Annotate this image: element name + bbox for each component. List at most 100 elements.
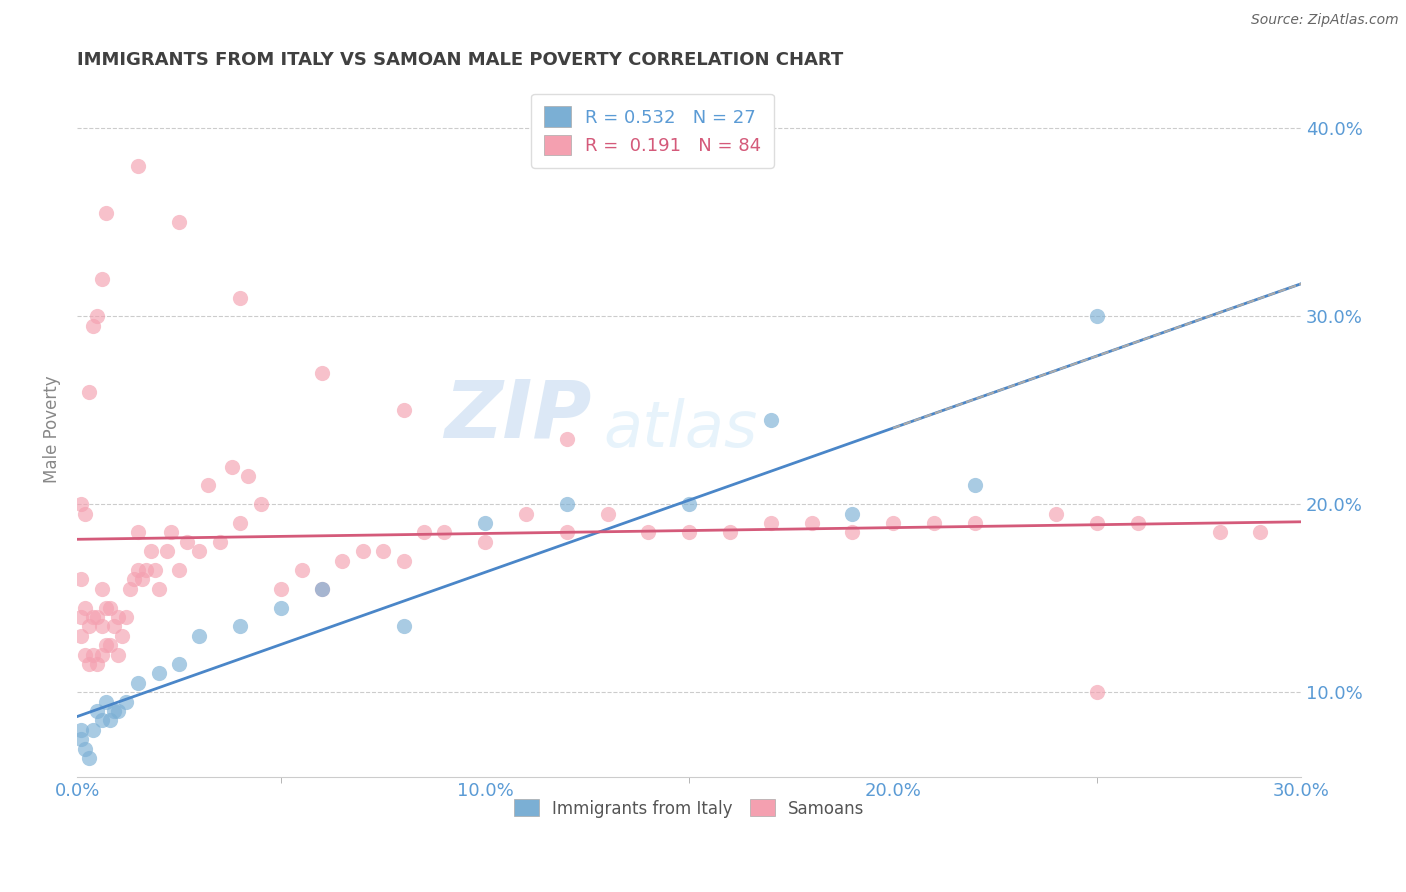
Point: [107, 704, 129, 718]
Point: [86, 310, 108, 324]
Point: [90, 271, 112, 285]
Point: [115, 695, 138, 709]
Point: [79, 384, 101, 399]
Point: [392, 554, 415, 568]
Point: [188, 629, 211, 643]
Point: [115, 610, 138, 624]
Point: [148, 666, 170, 681]
Text: IMMIGRANTS FROM ITALY VS SAMOAN MALE POVERTY CORRELATION CHART: IMMIGRANTS FROM ITALY VS SAMOAN MALE POV…: [77, 51, 844, 69]
Point: [1249, 525, 1271, 540]
Point: [555, 525, 578, 540]
Point: [79, 619, 101, 633]
Point: [103, 619, 125, 633]
Point: [90, 648, 112, 662]
Point: [1085, 310, 1108, 324]
Point: [107, 610, 129, 624]
Point: [122, 573, 145, 587]
Point: [759, 516, 782, 530]
Point: [127, 525, 149, 540]
Point: [70, 723, 93, 737]
Point: [1208, 525, 1230, 540]
Point: [176, 535, 198, 549]
Y-axis label: Male Poverty: Male Poverty: [44, 376, 60, 483]
Point: [882, 516, 904, 530]
Point: [98, 714, 121, 728]
Point: [70, 629, 93, 643]
Point: [75, 741, 97, 756]
Point: [841, 507, 863, 521]
Point: [718, 525, 741, 540]
Point: [1085, 516, 1108, 530]
Point: [555, 497, 578, 511]
Point: [135, 563, 157, 577]
Point: [139, 544, 162, 558]
Point: [311, 366, 333, 380]
Point: [678, 525, 700, 540]
Point: [167, 563, 190, 577]
Text: ZIP: ZIP: [444, 376, 591, 454]
Point: [188, 544, 211, 558]
Point: [98, 600, 121, 615]
Point: [75, 600, 97, 615]
Point: [75, 648, 97, 662]
Point: [167, 215, 190, 229]
Point: [94, 206, 117, 220]
Point: [94, 695, 117, 709]
Point: [120, 582, 142, 596]
Point: [412, 525, 434, 540]
Point: [86, 704, 108, 718]
Point: [148, 582, 170, 596]
Point: [637, 525, 659, 540]
Point: [229, 619, 252, 633]
Point: [143, 563, 166, 577]
Point: [392, 403, 415, 417]
Point: [1085, 685, 1108, 699]
Point: [270, 600, 292, 615]
Point: [82, 610, 104, 624]
Point: [371, 544, 394, 558]
Point: [127, 159, 149, 173]
Point: [75, 507, 97, 521]
Point: [208, 535, 231, 549]
Point: [127, 676, 149, 690]
Point: [800, 516, 823, 530]
Point: [678, 497, 700, 511]
Point: [249, 497, 271, 511]
Point: [70, 497, 93, 511]
Point: [90, 582, 112, 596]
Point: [352, 544, 374, 558]
Legend: Immigrants from Italy, Samoans: Immigrants from Italy, Samoans: [508, 793, 870, 824]
Point: [90, 619, 112, 633]
Point: [127, 563, 149, 577]
Point: [94, 638, 117, 652]
Point: [167, 657, 190, 671]
Point: [86, 610, 108, 624]
Point: [86, 657, 108, 671]
Point: [474, 535, 496, 549]
Point: [82, 648, 104, 662]
Point: [433, 525, 456, 540]
Point: [555, 432, 578, 446]
Point: [270, 582, 292, 596]
Point: [311, 582, 333, 596]
Point: [107, 648, 129, 662]
Point: [229, 516, 252, 530]
Point: [156, 544, 179, 558]
Point: [290, 563, 312, 577]
Point: [221, 459, 243, 474]
Point: [79, 751, 101, 765]
Point: [79, 657, 101, 671]
Point: [131, 573, 153, 587]
Text: Source: ZipAtlas.com: Source: ZipAtlas.com: [1251, 13, 1399, 28]
Point: [963, 516, 986, 530]
Point: [311, 582, 333, 596]
Point: [474, 516, 496, 530]
Point: [963, 478, 986, 492]
Point: [330, 554, 353, 568]
Text: atlas: atlas: [603, 398, 758, 460]
Point: [90, 714, 112, 728]
Point: [759, 413, 782, 427]
Point: [70, 732, 93, 747]
Point: [238, 469, 260, 483]
Point: [70, 610, 93, 624]
